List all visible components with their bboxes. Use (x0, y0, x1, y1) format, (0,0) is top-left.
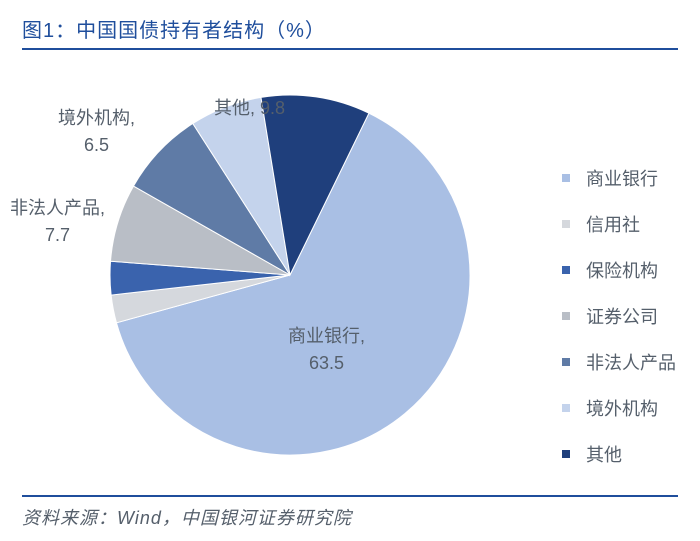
legend-swatch-icon (562, 450, 570, 458)
rule-top (22, 48, 678, 50)
figure-title: 图1：中国国债持有者结构（%） (22, 14, 326, 43)
legend-swatch-icon (562, 404, 570, 412)
legend-swatch-icon (562, 220, 570, 228)
callout-其他: 其他, 9.8 (214, 95, 285, 122)
legend-label: 境外机构 (586, 395, 658, 421)
legend-item-证券公司: 证券公司 (562, 303, 676, 329)
legend-swatch-icon (562, 266, 570, 274)
legend-item-信用社: 信用社 (562, 211, 676, 237)
callout-非法人产品: 非法人产品, 7.7 (10, 195, 105, 249)
source-attribution: 资料来源：Wind，中国银河证券研究院 (22, 504, 352, 530)
legend-swatch-icon (562, 174, 570, 182)
callout-境外机构: 境外机构, 6.5 (58, 105, 135, 159)
legend-swatch-icon (562, 358, 570, 366)
legend-item-非法人产品: 非法人产品 (562, 349, 676, 375)
legend-item-商业银行: 商业银行 (562, 165, 676, 191)
legend: 商业银行信用社保险机构证券公司非法人产品境外机构其他 (562, 165, 676, 467)
legend-swatch-icon (562, 312, 570, 320)
legend-label: 非法人产品 (586, 349, 676, 375)
legend-label: 保险机构 (586, 257, 658, 283)
legend-item-其他: 其他 (562, 441, 676, 467)
legend-label: 商业银行 (586, 165, 658, 191)
chart-area: 商业银行, 63.5 非法人产品, 7.7 境外机构, 6.5 其他, 9.8 商业银… (0, 55, 700, 485)
rule-bottom (22, 495, 678, 497)
legend-label: 其他 (586, 441, 622, 467)
legend-label: 信用社 (586, 211, 640, 237)
legend-item-境外机构: 境外机构 (562, 395, 676, 421)
legend-item-保险机构: 保险机构 (562, 257, 676, 283)
callout-商业银行: 商业银行, 63.5 (288, 323, 365, 377)
legend-label: 证券公司 (586, 303, 658, 329)
figure-container: 图1：中国国债持有者结构（%） 商业银行, 63.5 非法人产品, 7.7 境外机构… (0, 0, 700, 541)
